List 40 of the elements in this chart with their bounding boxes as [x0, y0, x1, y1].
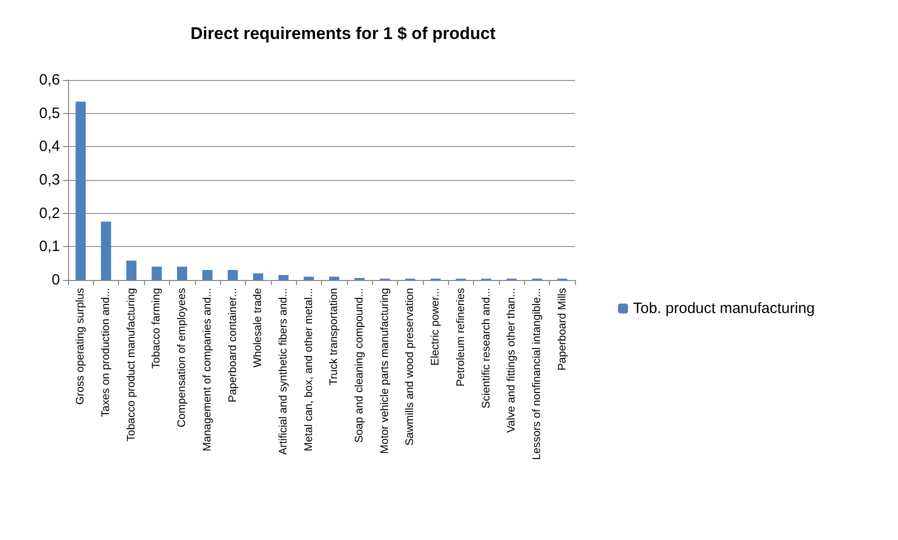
chart-title: Direct requirements for 1 $ of product [190, 24, 496, 43]
y-tick-label: 0,6 [39, 72, 60, 88]
bar [278, 275, 289, 280]
y-tick-label: 0,4 [39, 138, 60, 156]
x-tick-label: Tobacco farming [150, 288, 163, 369]
x-tick-label: Compensation of employees [176, 288, 188, 428]
x-tick-label: Paperboard container... [226, 288, 239, 402]
x-tick-label: Artificial and synthetic fibers and... [277, 288, 290, 455]
x-tick-label: Taxes on production and... [100, 288, 112, 418]
x-tick-label: Management of companies and... [201, 288, 214, 452]
x-tick-label: Gross operating surplus [74, 288, 87, 405]
bar [126, 260, 136, 280]
bar [304, 276, 314, 280]
bar [202, 270, 212, 280]
y-tick-label: 0,3 [39, 172, 60, 188]
bar [152, 266, 162, 280]
y-tick-label: 0 [52, 272, 60, 288]
x-tick-label: Electric power... [430, 288, 442, 366]
bar [329, 276, 340, 280]
x-tick-label: Petroleum refineries [454, 288, 467, 386]
x-tick-label: Valve and fittings other than... [506, 288, 518, 433]
x-tick-label: Wholesale trade [252, 288, 264, 368]
x-tick-label: Tobacco product manufacturing [125, 288, 138, 442]
x-tick-label: Soap and cleaning compound... [354, 288, 366, 443]
bar [177, 266, 188, 280]
y-tick-label: 0,5 [39, 104, 60, 122]
y-tick-label: 0,2 [39, 204, 60, 222]
x-tick-label: Metal can, box, and other metal... [302, 288, 315, 452]
bar [76, 102, 86, 280]
x-tick-label: Lessors of nonfinancial intangible... [530, 288, 543, 460]
bar [253, 273, 264, 280]
x-tick-label: Motor vehicle parts manufacturing [378, 288, 391, 454]
x-tick-label: Scientific research and... [480, 288, 492, 408]
bar [228, 270, 238, 280]
bar [100, 222, 112, 280]
legend-label: Tob. product manufacturing [633, 300, 815, 317]
x-tick-label: Sawmills and wood preservation [404, 288, 416, 446]
x-tick-label: Paperboard Mills [556, 288, 568, 371]
y-tick-label: 0,1 [39, 238, 60, 256]
x-tick-label: Truck transportation [328, 288, 340, 386]
